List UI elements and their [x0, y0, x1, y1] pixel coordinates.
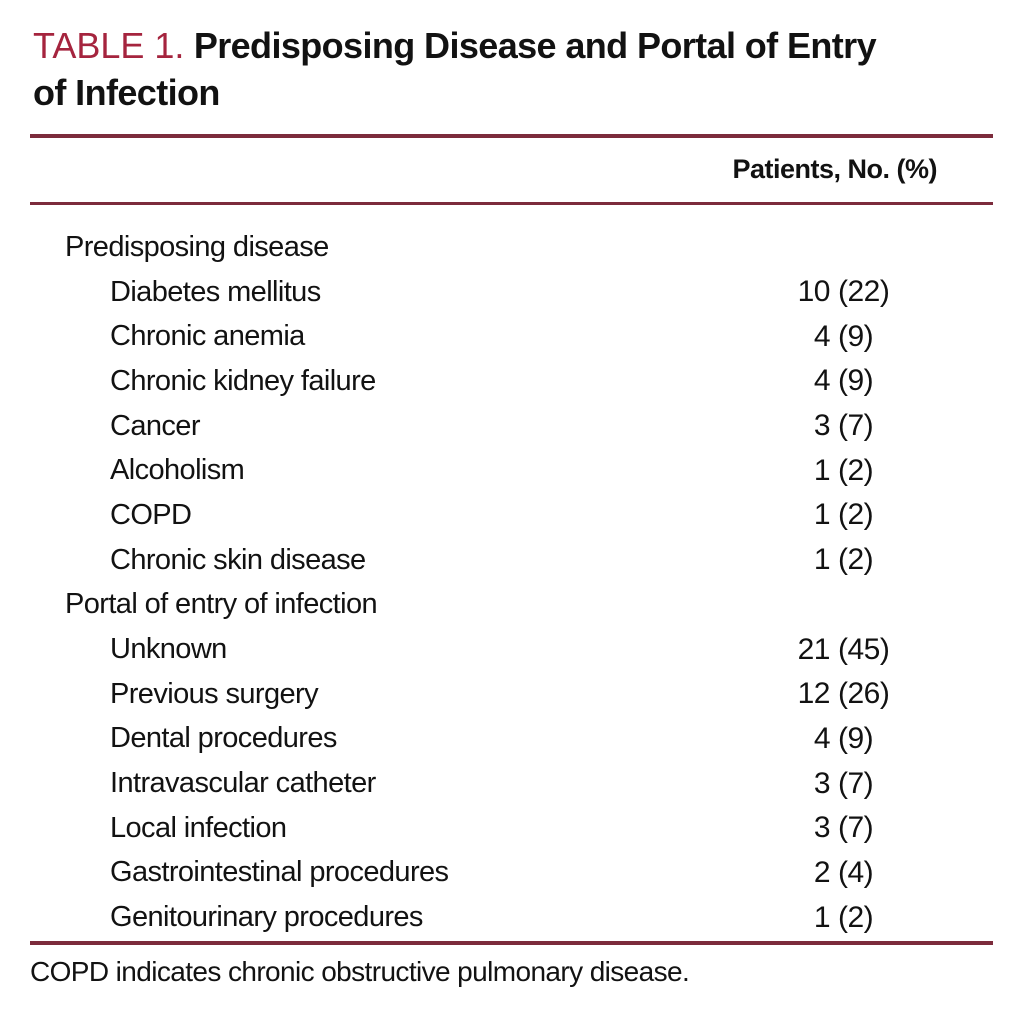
patient-count: 12	[797, 677, 831, 711]
patient-percentage: (2)	[838, 498, 874, 532]
table-row: Gastrointestinal procedures 2 (4)	[0, 851, 1020, 896]
table-row: COPD 1 (2)	[0, 493, 1020, 538]
patient-count: 1	[813, 543, 831, 577]
row-value: 12 (26)	[778, 672, 890, 717]
row-label: Chronic skin disease	[110, 543, 366, 576]
patient-count: 1	[813, 498, 831, 532]
table-title-line2: of Infection	[33, 72, 220, 113]
row-label: Genitourinary procedures	[110, 901, 423, 934]
row-value: 3 (7)	[778, 404, 874, 449]
table-row: Alcoholism 1 (2)	[0, 448, 1020, 493]
row-value: 1 (2)	[778, 895, 874, 940]
column-header-row: Patients, No. (%)	[30, 137, 937, 202]
patient-percentage: (9)	[838, 721, 874, 755]
row-label: Previous surgery	[110, 677, 319, 710]
table-row: Diabetes mellitus 10 (22)	[0, 270, 1020, 315]
row-value: 2 (4)	[778, 851, 874, 896]
table-title-line1: Predisposing Disease and Portal of Entry	[193, 25, 877, 66]
row-label: Alcoholism	[110, 454, 245, 487]
row-label: Unknown	[110, 633, 227, 666]
table-row: Chronic skin disease 1 (2)	[0, 538, 1020, 583]
table-section-row: Portal of entry of infection	[0, 583, 1020, 628]
patient-count: 1	[813, 453, 831, 487]
row-value: 10 (22)	[778, 270, 890, 315]
table-row: Dental procedures 4 (9)	[0, 717, 1020, 762]
table-row: Cancer 3 (7)	[0, 404, 1020, 449]
row-label: Chronic kidney failure	[110, 364, 376, 397]
patient-percentage: (2)	[838, 543, 874, 577]
patient-count: 4	[813, 721, 831, 755]
table-footnote: COPD indicates chronic obstructive pulmo…	[30, 956, 690, 987]
patient-count: 10	[797, 275, 831, 309]
patient-percentage: (2)	[838, 900, 874, 934]
row-value: 4 (9)	[778, 717, 874, 762]
table-row: Local infection 3 (7)	[0, 806, 1020, 851]
table-row: Unknown 21 (45)	[0, 627, 1020, 672]
table-row: Chronic anemia 4 (9)	[0, 314, 1020, 359]
top-rule	[30, 134, 993, 138]
row-value: 1 (2)	[778, 493, 874, 538]
table-title: TABLE 1. Predisposing Disease and Portal…	[33, 22, 988, 116]
table-section-row: Predisposing disease	[0, 225, 1020, 270]
row-value: 1 (2)	[778, 538, 874, 583]
patient-percentage: (7)	[838, 811, 874, 845]
patient-count: 2	[813, 855, 831, 889]
row-label: COPD	[110, 498, 192, 531]
patient-percentage: (9)	[838, 319, 874, 353]
patient-count: 1	[813, 900, 831, 934]
row-label: Chronic anemia	[110, 320, 305, 353]
patient-count: 3	[813, 409, 831, 443]
patient-count: 3	[813, 811, 831, 845]
patient-percentage: (2)	[838, 453, 874, 487]
row-label: Diabetes mellitus	[110, 275, 321, 308]
table-row: Intravascular catheter 3 (7)	[0, 761, 1020, 806]
patient-percentage: (22)	[838, 275, 890, 309]
row-label: Predisposing disease	[65, 230, 329, 263]
table-body: Predisposing disease Diabetes mellitus 10(…	[0, 225, 1020, 940]
patient-percentage: (7)	[838, 766, 874, 800]
patient-count: 21	[797, 632, 831, 666]
row-value: 4 (9)	[778, 359, 874, 404]
row-value: 4 (9)	[778, 314, 874, 359]
row-value: 1 (2)	[778, 448, 874, 493]
table-row: Chronic kidney failure 4 (9)	[0, 359, 1020, 404]
table-number-label: TABLE 1.	[33, 25, 185, 66]
row-value: 3 (7)	[778, 761, 874, 806]
patient-count: 4	[813, 319, 831, 353]
header-rule	[30, 202, 993, 205]
patients-column-header: Patients, No. (%)	[732, 154, 937, 184]
bottom-rule	[30, 941, 993, 945]
patient-percentage: (7)	[838, 409, 874, 443]
table-row: Previous surgery 12 (26)	[0, 672, 1020, 717]
row-label: Cancer	[110, 409, 200, 442]
patient-percentage: (26)	[838, 677, 890, 711]
row-value: 3 (7)	[778, 806, 874, 851]
patient-percentage: (4)	[838, 855, 874, 889]
row-label: Gastrointestinal procedures	[110, 856, 449, 889]
patient-count: 4	[813, 364, 831, 398]
patient-count: 3	[813, 766, 831, 800]
patient-percentage: (9)	[838, 364, 874, 398]
row-label: Local infection	[110, 811, 287, 844]
row-value: 21 (45)	[778, 627, 890, 672]
row-label: Intravascular catheter	[110, 767, 376, 800]
row-label: Portal of entry of infection	[65, 588, 378, 621]
patient-percentage: (45)	[838, 632, 890, 666]
table-row: Genitourinary procedures 1 (2)	[0, 895, 1020, 940]
row-label: Dental procedures	[110, 722, 337, 755]
